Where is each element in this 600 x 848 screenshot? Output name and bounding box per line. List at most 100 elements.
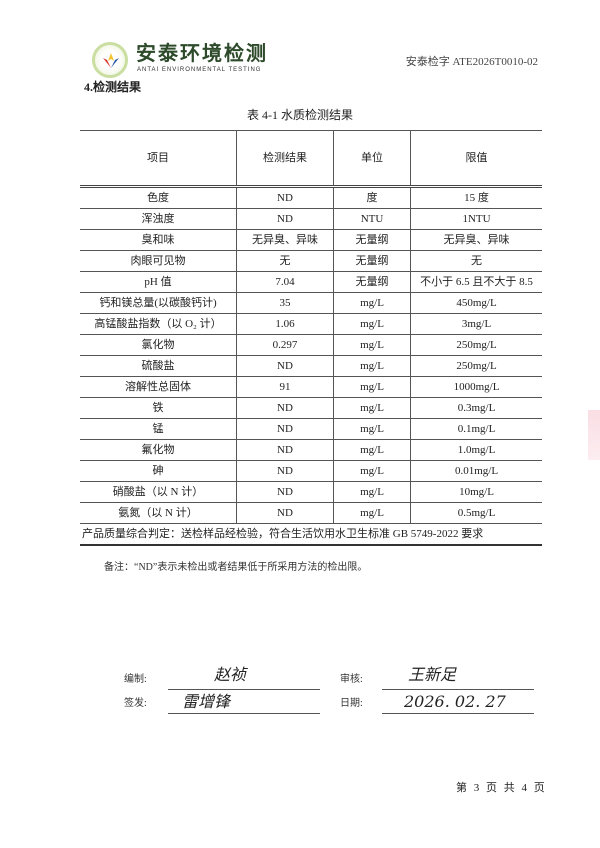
- item-name: 高锰酸盐指数（以 O₂ 计）: [80, 313, 237, 335]
- test-result: ND: [236, 208, 334, 230]
- item-name: 溶解性总固体: [80, 376, 237, 398]
- compiled-label: 编制:: [124, 674, 147, 685]
- unit: mg/L: [333, 313, 411, 335]
- item-name: 硫酸盐: [80, 355, 237, 377]
- table-row: 氯化物 0.297 mg/L 250mg/L: [80, 334, 542, 356]
- issued-label: 签发:: [124, 698, 147, 709]
- results-table: 项目 检测结果 单位 限值 色度 ND 度 15 度浑浊度 ND NTU 1NTU 臭和味 无异…: [80, 130, 542, 546]
- test-result: ND: [236, 418, 334, 440]
- item-name: 浑浊度: [80, 208, 237, 230]
- unit: mg/L: [333, 418, 411, 440]
- column-header: 项目: [80, 130, 237, 187]
- limit-value: 0.5mg/L: [410, 502, 542, 524]
- unit: mg/L: [333, 397, 411, 419]
- item-name: 色度: [80, 186, 237, 209]
- test-result: 1.06: [236, 313, 334, 335]
- company-logo: [92, 42, 128, 78]
- table-row: 硝酸盐（以 N 计） ND mg/L 10mg/L: [80, 481, 542, 503]
- limit-value: 15 度: [410, 186, 542, 209]
- item-name: 氟化物: [80, 439, 237, 461]
- conclusion-text: 产品质量综合判定：送检样品经检验，符合生活饮用水卫生标准 GB 5749-202…: [80, 523, 542, 546]
- column-header: 检测结果: [236, 130, 334, 187]
- limit-value: 1000mg/L: [410, 376, 542, 398]
- test-result: 0.297: [236, 334, 334, 356]
- item-name: 肉眼可见物: [80, 250, 237, 272]
- unit: 无量纲: [333, 250, 411, 272]
- table-row: 色度 ND 度 15 度: [80, 186, 542, 209]
- test-result: ND: [236, 460, 334, 482]
- item-name: 氯化物: [80, 334, 237, 356]
- table-row: 锰 ND mg/L 0.1mg/L: [80, 418, 542, 440]
- limit-value: 3mg/L: [410, 313, 542, 335]
- date-label: 日期:: [340, 698, 363, 709]
- table-row: pH 值 7.04 无量纲 不小于 6.5 且不大于 8.5: [80, 271, 542, 293]
- issued-signature: 雷增锋: [182, 692, 231, 711]
- table-row: 臭和味 无异臭、异味 无量纲 无异臭、异味: [80, 229, 542, 251]
- unit: mg/L: [333, 334, 411, 356]
- date-value: 2026. 02. 27: [404, 692, 506, 711]
- column-header: 单位: [333, 130, 411, 187]
- test-result: 无异臭、异味: [236, 229, 334, 251]
- table-row: 浑浊度 ND NTU 1NTU: [80, 208, 542, 230]
- test-result: 无: [236, 250, 334, 272]
- section-title: 4.检测结果: [84, 80, 142, 94]
- flame-logo-icon: [103, 53, 119, 68]
- signature-line: [168, 689, 320, 690]
- limit-value: 无异臭、异味: [410, 229, 542, 251]
- test-result: ND: [236, 186, 334, 209]
- item-name: 臭和味: [80, 229, 237, 251]
- company-name-english: ANTAI ENVIRONMENTAL TESTING: [137, 67, 262, 73]
- test-result: 7.04: [236, 271, 334, 293]
- limit-value: 无: [410, 250, 542, 272]
- limit-value: 10mg/L: [410, 481, 542, 503]
- table-row: 高锰酸盐指数（以 O₂ 计） 1.06 mg/L 3mg/L: [80, 313, 542, 335]
- table-row: 钙和镁总量(以碳酸钙计) 35 mg/L 450mg/L: [80, 292, 542, 314]
- conclusion-row: 产品质量综合判定：送检样品经检验，符合生活饮用水卫生标准 GB 5749-202…: [80, 523, 542, 546]
- table-row: 硫酸盐 ND mg/L 250mg/L: [80, 355, 542, 377]
- signature-line: [382, 689, 534, 690]
- page-number: 第 3 页 共 4 页: [456, 782, 547, 794]
- company-name: 安泰环境检测: [136, 41, 268, 65]
- item-name: pH 值: [80, 271, 237, 293]
- limit-value: 250mg/L: [410, 334, 542, 356]
- unit: mg/L: [333, 439, 411, 461]
- unit: 无量纲: [333, 229, 411, 251]
- item-name: 砷: [80, 460, 237, 482]
- test-result: ND: [236, 355, 334, 377]
- limit-value: 450mg/L: [410, 292, 542, 314]
- unit: 无量纲: [333, 271, 411, 293]
- document-number: 安泰检字 ATE2026T0010-02: [405, 56, 538, 68]
- signature-line: [382, 713, 534, 714]
- test-result: ND: [236, 502, 334, 524]
- table-row: 氟化物 ND mg/L 1.0mg/L: [80, 439, 542, 461]
- limit-value: 0.01mg/L: [410, 460, 542, 482]
- reviewed-signature: 王新足: [408, 665, 457, 684]
- seal-stamp-edge: [588, 410, 600, 460]
- limit-value: 1NTU: [410, 208, 542, 230]
- item-name: 锰: [80, 418, 237, 440]
- table-note: 备注：“ND”表示未检出或者结果低于所采用方法的检出限。: [104, 562, 368, 573]
- table-row: 氨氮（以 N 计） ND mg/L 0.5mg/L: [80, 502, 542, 524]
- limit-value: 250mg/L: [410, 355, 542, 377]
- unit: mg/L: [333, 481, 411, 503]
- item-name: 氨氮（以 N 计）: [80, 502, 237, 524]
- item-name: 硝酸盐（以 N 计）: [80, 481, 237, 503]
- limit-value: 1.0mg/L: [410, 439, 542, 461]
- column-header: 限值: [410, 130, 542, 187]
- test-result: 91: [236, 376, 334, 398]
- table-row: 肉眼可见物无无量纲无: [80, 250, 542, 272]
- table-row: 溶解性总固体 91 mg/L 1000mg/L: [80, 376, 542, 398]
- test-result: 35: [236, 292, 334, 314]
- test-result: ND: [236, 397, 334, 419]
- limit-value: 0.1mg/L: [410, 418, 542, 440]
- unit: mg/L: [333, 460, 411, 482]
- test-result: ND: [236, 439, 334, 461]
- table-row: 铁 ND mg/L 0.3mg/L: [80, 397, 542, 419]
- unit: mg/L: [333, 502, 411, 524]
- compiled-signature: 赵祯: [214, 665, 247, 684]
- item-name: 铁: [80, 397, 237, 419]
- limit-value: 0.3mg/L: [410, 397, 542, 419]
- table-row: 砷 ND mg/L 0.01mg/L: [80, 460, 542, 482]
- limit-value: 不小于 6.5 且不大于 8.5: [410, 271, 542, 293]
